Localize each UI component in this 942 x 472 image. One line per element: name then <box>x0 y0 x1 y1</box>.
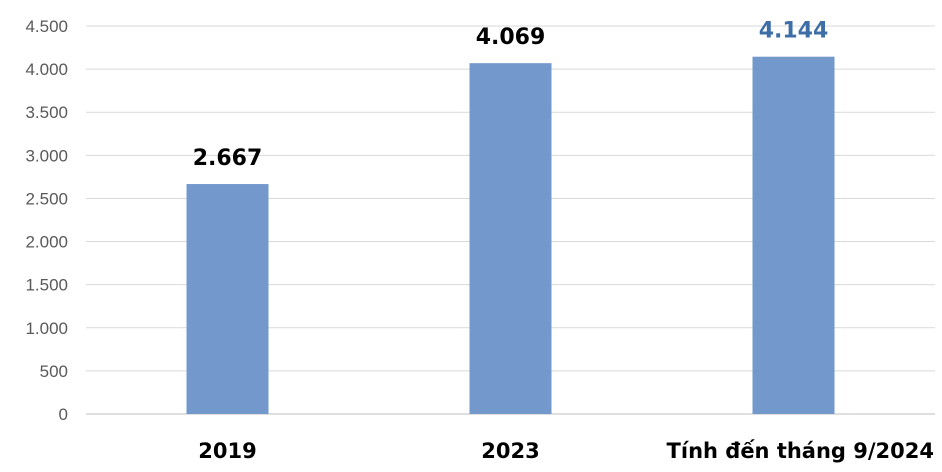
x-tick-label: 2019 <box>198 439 256 463</box>
y-tick-label: 1.500 <box>25 276 68 295</box>
y-tick-label: 4.000 <box>25 60 68 79</box>
data-label: 4.069 <box>476 25 546 50</box>
y-tick-label: 1.000 <box>25 319 68 338</box>
x-tick-label: Tính đến tháng 9/2024 <box>667 439 934 463</box>
y-tick-label: 0 <box>59 405 68 424</box>
y-tick-label: 4.500 <box>25 17 68 36</box>
bar <box>469 63 552 415</box>
y-tick-label: 2.500 <box>25 189 68 208</box>
y-tick-label: 3.500 <box>25 103 68 122</box>
y-tick-label: 500 <box>40 362 68 381</box>
data-label: 2.667 <box>193 146 263 171</box>
y-tick-label: 3.000 <box>25 146 68 165</box>
bar <box>752 56 835 415</box>
x-tick-label: 2023 <box>481 439 539 463</box>
data-labels: 2.667 4.069 4.144 <box>193 19 829 171</box>
y-tick-label: 2.000 <box>25 233 68 252</box>
bar <box>186 184 269 414</box>
bars <box>186 56 835 415</box>
data-label: 4.144 <box>759 19 829 44</box>
y-axis-tick-labels: 0 500 1.000 1.500 2.000 2.500 3.000 3.500 4.000 4… <box>25 17 68 424</box>
x-axis-category-labels: 2019 2023 Tính đến tháng 9/2024 <box>198 439 934 463</box>
